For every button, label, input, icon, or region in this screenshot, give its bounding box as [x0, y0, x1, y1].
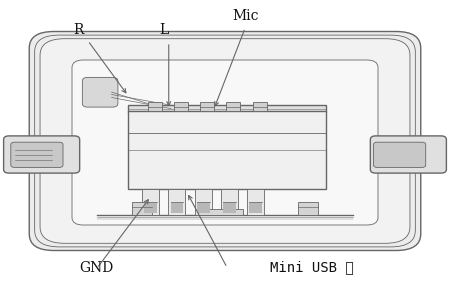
FancyBboxPatch shape: [11, 142, 63, 167]
FancyBboxPatch shape: [4, 136, 80, 173]
FancyBboxPatch shape: [29, 32, 421, 250]
Text: Mic: Mic: [232, 8, 258, 22]
Text: Mini USB 座: Mini USB 座: [270, 260, 354, 274]
Bar: [142, 189, 159, 214]
Bar: [144, 202, 157, 213]
Text: R: R: [73, 23, 84, 38]
Bar: [197, 202, 210, 213]
Bar: [247, 189, 264, 214]
FancyBboxPatch shape: [40, 39, 410, 243]
Bar: [221, 189, 238, 214]
Bar: [198, 209, 243, 215]
Bar: [253, 102, 267, 111]
Text: L: L: [160, 23, 169, 38]
Bar: [200, 102, 214, 111]
Bar: [174, 102, 188, 111]
Bar: [128, 111, 326, 189]
Text: GND: GND: [79, 260, 113, 274]
Bar: [226, 102, 240, 111]
FancyBboxPatch shape: [374, 142, 426, 167]
Bar: [195, 189, 212, 214]
Bar: [168, 189, 185, 214]
Bar: [148, 102, 162, 111]
Bar: [298, 202, 318, 214]
Bar: [223, 202, 236, 213]
Bar: [171, 202, 183, 213]
FancyBboxPatch shape: [370, 136, 446, 173]
FancyBboxPatch shape: [82, 77, 118, 107]
FancyBboxPatch shape: [72, 60, 378, 225]
Bar: [128, 105, 326, 112]
Bar: [249, 202, 262, 213]
Bar: [132, 202, 152, 214]
